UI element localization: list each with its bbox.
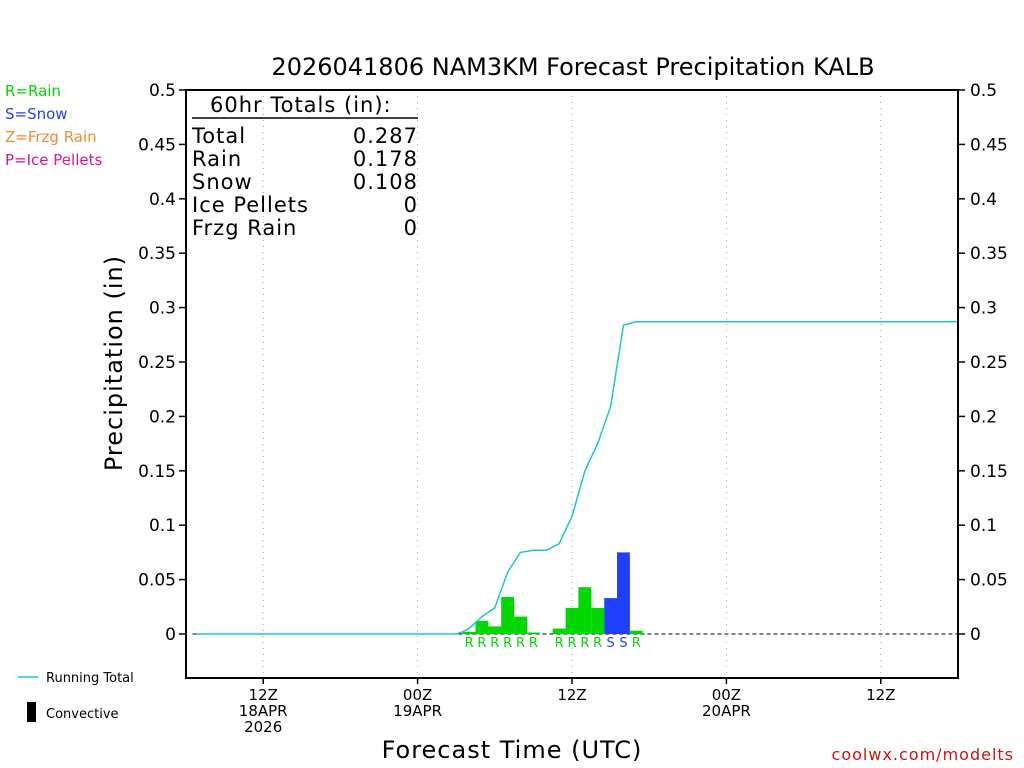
precip-type-key-item: P=Ice Pellets bbox=[5, 151, 102, 169]
chart-title: 2026041806 NAM3KM Forecast Precipitation… bbox=[271, 53, 874, 81]
precip-bar bbox=[617, 552, 630, 634]
totals-row-label: Snow bbox=[192, 170, 253, 194]
precip-type-key-item: S=Snow bbox=[5, 105, 68, 123]
totals-row-value: 0 bbox=[404, 193, 418, 217]
y-tick-label-left: 0.5 bbox=[149, 81, 176, 101]
precip-bars bbox=[462, 552, 643, 634]
y-axis-left: 0 0.05 0.1 0.15 0.2 0.25 0.3 0.35 0.4 0.45 0.5 bbox=[138, 81, 186, 645]
y-tick-label-left: 0.2 bbox=[149, 407, 176, 427]
precip-type-letter: R bbox=[567, 636, 576, 651]
precip-bar bbox=[629, 630, 643, 634]
precip-bar bbox=[527, 632, 540, 634]
y-tick-label-right: 0 bbox=[970, 625, 981, 645]
totals-row-label: Frzg Rain bbox=[192, 216, 297, 240]
totals-row-value: 0.178 bbox=[353, 147, 418, 171]
totals-row-label: Total bbox=[191, 124, 246, 148]
y-tick-label-left: 0.05 bbox=[138, 571, 176, 591]
credit-text: coolwx.com/modelts bbox=[832, 745, 1014, 764]
precip-type-key: R=Rain S=Snow Z=Frzg Rain P=Ice Pellets bbox=[5, 82, 102, 169]
x-tick-label: 00Z bbox=[403, 686, 432, 704]
precip-type-key-item: Z=Frzg Rain bbox=[5, 128, 97, 146]
precip-type-letter: R bbox=[555, 636, 564, 651]
totals-row-value: 0.287 bbox=[353, 124, 418, 148]
x-axis-label: Forecast Time (UTC) bbox=[382, 736, 643, 764]
precip-type-letter: R bbox=[593, 636, 602, 651]
running-total-line bbox=[196, 320, 958, 635]
y-tick-label-right: 0.25 bbox=[970, 353, 1008, 373]
running-total-series bbox=[196, 320, 958, 635]
y-axis-right: 0 0.05 0.1 0.15 0.2 0.25 0.3 0.35 0.4 0.45 0.5 bbox=[958, 81, 1008, 645]
y-tick-label-right: 0.3 bbox=[970, 299, 997, 319]
precip-type-letter: R bbox=[529, 636, 538, 651]
precip-type-letter: R bbox=[477, 636, 486, 651]
precip-bar bbox=[488, 626, 502, 634]
y-tick-label-right: 0.5 bbox=[970, 81, 997, 101]
precip-bar bbox=[462, 631, 476, 634]
precip-bar bbox=[514, 616, 527, 634]
x-tick-label: 12Z bbox=[249, 686, 278, 704]
y-tick-label-left: 0.45 bbox=[138, 135, 176, 155]
convective-legend-label: Convective bbox=[46, 707, 119, 722]
precip-bar bbox=[591, 607, 605, 634]
x-tick-label: 18APR bbox=[239, 702, 288, 720]
x-tick-label: 00Z bbox=[712, 686, 741, 704]
precip-type-letter: R bbox=[580, 636, 589, 651]
totals-box: 60hr Totals (in): Total 0.287 Rain 0.178 Sno… bbox=[191, 93, 418, 240]
series-legend: Running Total Convective bbox=[18, 671, 134, 722]
x-tick-label: 12Z bbox=[557, 686, 586, 704]
y-tick-label-right: 0.2 bbox=[970, 407, 997, 427]
x-tick-label: 2026 bbox=[244, 718, 282, 736]
totals-header: 60hr Totals (in): bbox=[210, 93, 392, 117]
precip-type-letter: R bbox=[503, 636, 512, 651]
precip-type-letter: R bbox=[632, 636, 641, 651]
y-tick-label-right: 0.4 bbox=[970, 190, 997, 210]
x-tick-label: 12Z bbox=[866, 686, 895, 704]
x-tick-label: 20APR bbox=[702, 702, 751, 720]
precip-bar bbox=[501, 597, 515, 634]
precip-bar bbox=[552, 628, 566, 634]
precip-type-letter: R bbox=[516, 636, 525, 651]
y-tick-label-left: 0.15 bbox=[138, 462, 176, 482]
y-tick-label-left: 0.3 bbox=[149, 299, 176, 319]
totals-row-label: Ice Pellets bbox=[192, 193, 309, 217]
y-tick-label-left: 0 bbox=[165, 625, 176, 645]
y-tick-label-right: 0.1 bbox=[970, 516, 997, 536]
totals-row-label: Rain bbox=[192, 147, 242, 171]
running-total-legend-label: Running Total bbox=[46, 671, 134, 686]
totals-row-value: 0 bbox=[404, 216, 418, 240]
precip-bar bbox=[604, 598, 618, 634]
y-tick-label-left: 0.25 bbox=[138, 353, 176, 373]
precip-bar bbox=[565, 607, 579, 634]
y-tick-label-right: 0.45 bbox=[970, 135, 1008, 155]
y-tick-label-left: 0.1 bbox=[149, 516, 176, 536]
totals-row-value: 0.108 bbox=[353, 170, 418, 194]
precip-bar bbox=[475, 620, 489, 634]
y-tick-label-right: 0.05 bbox=[970, 571, 1008, 591]
precip-type-letter: S bbox=[619, 636, 627, 651]
y-tick-label-right: 0.15 bbox=[970, 462, 1008, 482]
convective-legend-swatch bbox=[27, 702, 36, 722]
y-tick-label-right: 0.35 bbox=[970, 244, 1008, 264]
x-tick-label: 19APR bbox=[393, 702, 442, 720]
precip-type-letter: R bbox=[490, 636, 499, 651]
y-axis-label: Precipitation (in) bbox=[100, 255, 128, 471]
precip-type-letter: R bbox=[465, 636, 474, 651]
precip-bar bbox=[578, 587, 592, 634]
y-tick-label-left: 0.4 bbox=[149, 190, 176, 210]
grid-lines bbox=[192, 90, 958, 678]
precip-type-letter: S bbox=[606, 636, 614, 651]
y-tick-label-left: 0.35 bbox=[138, 244, 176, 264]
precip-type-key-item: R=Rain bbox=[5, 82, 61, 100]
